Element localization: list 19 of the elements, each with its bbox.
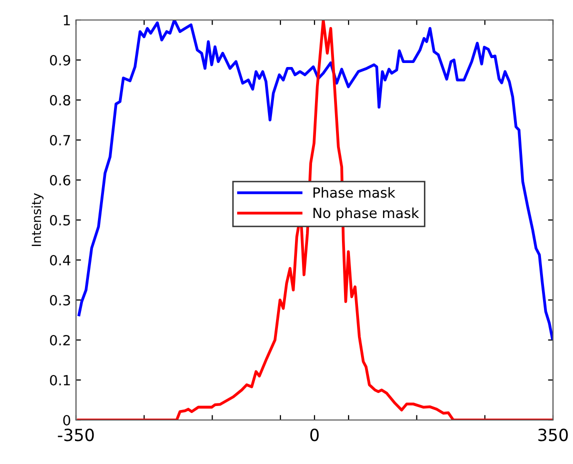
y-tick-label: 0.4 — [50, 254, 70, 266]
legend-label: Phase mask — [314, 187, 396, 198]
y-tick-label: 0.6 — [50, 174, 70, 186]
line-series — [76, 20, 553, 420]
y-tick-label: 0.2 — [50, 334, 70, 346]
y-tick-label: 1 — [64, 15, 70, 26]
line-series — [78, 20, 553, 340]
y-tick-label: 0 — [63, 414, 70, 426]
y-tick-label: 0.1 — [50, 374, 70, 386]
x-tick-label: 0 — [310, 428, 319, 442]
y-axis-title: Intensity — [31, 193, 44, 246]
y-tick-label: 0.8 — [50, 94, 70, 106]
x-tick-label: 350 — [538, 428, 568, 442]
x-tick-label: -350 — [58, 428, 94, 442]
y-tick-label: 0.7 — [50, 134, 70, 146]
y-tick-label: 0.9 — [50, 54, 70, 66]
legend-label: No phase mask — [314, 207, 420, 221]
y-tick-label: 0.3 — [50, 294, 70, 306]
y-tick-label: 0.5 — [50, 214, 70, 226]
